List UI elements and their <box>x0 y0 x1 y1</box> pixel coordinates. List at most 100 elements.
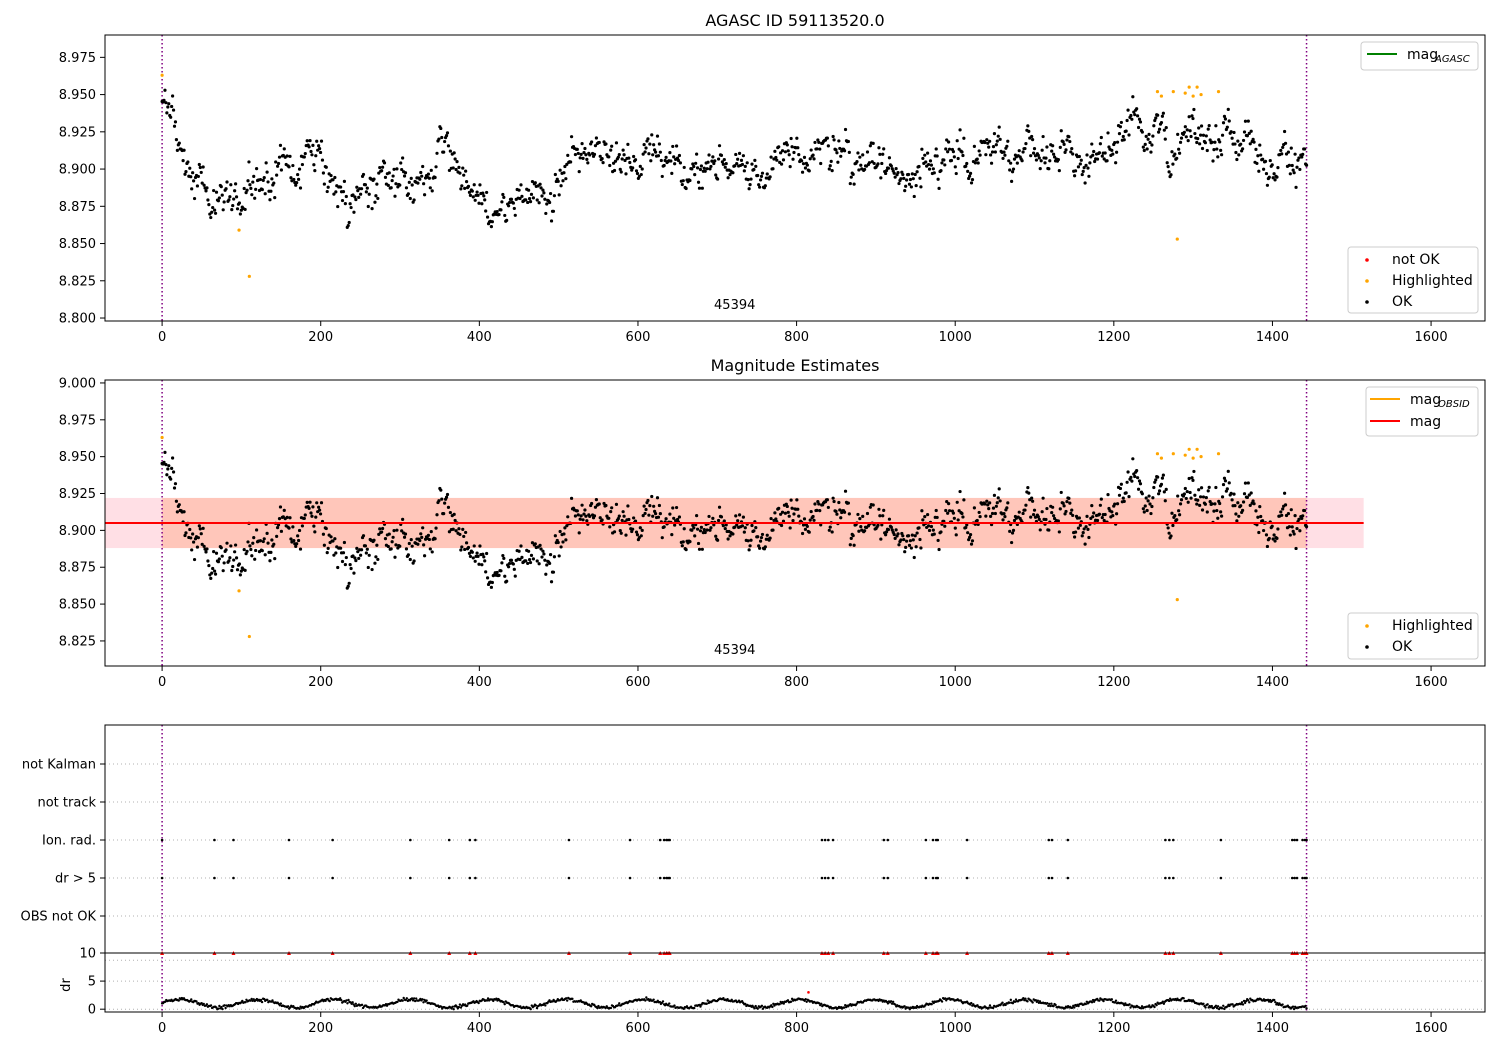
dr-point <box>1113 1001 1117 1004</box>
ok-point <box>593 144 598 148</box>
ok-point <box>303 151 307 156</box>
ok-point <box>801 523 806 527</box>
dr-point <box>458 1003 462 1006</box>
ok-point <box>945 500 949 504</box>
ok-point <box>705 528 709 532</box>
ok-point <box>1118 125 1123 129</box>
ok-point <box>1191 478 1195 482</box>
ok-point <box>324 526 328 531</box>
flag-point <box>662 838 666 842</box>
ok-point <box>807 530 811 534</box>
ok-point <box>205 547 209 551</box>
ok-point <box>944 147 948 151</box>
ok-point <box>1192 107 1196 112</box>
ok-point <box>1235 157 1239 162</box>
highlighted-point <box>1187 447 1191 451</box>
ok-point <box>1261 157 1265 161</box>
ok-point <box>275 164 280 168</box>
dr-point <box>345 999 348 1002</box>
ok-point <box>471 556 475 560</box>
ok-point <box>1090 142 1094 146</box>
ok-point <box>1242 130 1247 134</box>
flag-point <box>628 838 632 842</box>
ok-point <box>588 153 592 157</box>
ok-point <box>779 512 783 516</box>
ok-point <box>975 518 979 523</box>
ok-point <box>1163 499 1167 503</box>
dr-point <box>1036 999 1040 1002</box>
ok-point <box>1105 159 1109 163</box>
ok-point <box>835 512 839 516</box>
ok-point <box>338 546 343 550</box>
ok-point <box>837 500 841 505</box>
ok-point <box>779 162 784 166</box>
ok-point <box>470 189 474 193</box>
ok-point <box>1121 496 1125 500</box>
ok-point <box>206 559 210 563</box>
ok-point <box>825 136 829 140</box>
ok-point <box>1126 470 1130 474</box>
dr-point <box>820 1002 823 1006</box>
ok-point <box>409 538 413 542</box>
ok-point <box>309 511 313 515</box>
ok-point <box>1147 132 1151 136</box>
dr-point <box>1073 1006 1076 1009</box>
ok-point <box>1059 490 1063 495</box>
ok-point <box>809 509 813 514</box>
flag-point <box>447 876 451 880</box>
ok-point <box>937 186 941 190</box>
ok-point <box>1207 485 1211 489</box>
ok-point <box>1295 526 1299 531</box>
ok-point <box>631 166 635 170</box>
ok-point <box>357 556 361 561</box>
x-tick-label: 200 <box>308 675 333 690</box>
ok-point <box>672 516 676 520</box>
ok-point <box>273 195 277 200</box>
ok-point <box>807 169 811 173</box>
x-tick-label: 1000 <box>939 675 972 690</box>
dr-point <box>658 1000 662 1004</box>
flag-point <box>1295 876 1299 880</box>
ok-point <box>1292 532 1296 536</box>
ok-point <box>858 155 862 159</box>
ok-point <box>1220 133 1225 137</box>
ok-point <box>731 532 735 536</box>
ok-point <box>1247 493 1251 497</box>
ok-point <box>502 556 506 561</box>
flag-point <box>468 876 472 880</box>
dr-point <box>1202 1002 1205 1006</box>
ok-point <box>512 567 516 571</box>
ok-point <box>287 526 291 530</box>
x-tick-label: 200 <box>308 330 333 345</box>
highlighted-point <box>247 634 251 639</box>
ok-point <box>851 172 855 176</box>
dr-point <box>205 1003 209 1006</box>
ok-point <box>1138 120 1143 124</box>
ok-point <box>871 141 875 146</box>
ok-point <box>196 174 200 179</box>
ok-point <box>452 512 456 516</box>
dr-point <box>338 997 342 1000</box>
ok-point <box>549 219 554 223</box>
ok-point <box>847 150 851 155</box>
ok-point <box>317 146 322 151</box>
ok-point <box>1011 167 1016 171</box>
ok-point <box>957 147 961 151</box>
dr-point <box>699 1005 702 1008</box>
ok-point <box>652 504 656 508</box>
ok-point <box>650 494 654 499</box>
ok-point <box>1226 469 1230 473</box>
ok-point <box>391 535 395 539</box>
ok-point <box>912 194 916 199</box>
ok-point <box>329 535 333 539</box>
ok-point <box>1229 491 1233 495</box>
ok-point <box>658 512 662 516</box>
ok-point <box>1078 523 1082 527</box>
dr-point <box>609 1006 613 1010</box>
ok-point <box>1214 485 1218 490</box>
ok-point <box>1200 508 1205 512</box>
highlighted-point <box>1159 94 1164 98</box>
ok-point <box>1213 502 1217 506</box>
ok-point <box>1252 502 1256 506</box>
